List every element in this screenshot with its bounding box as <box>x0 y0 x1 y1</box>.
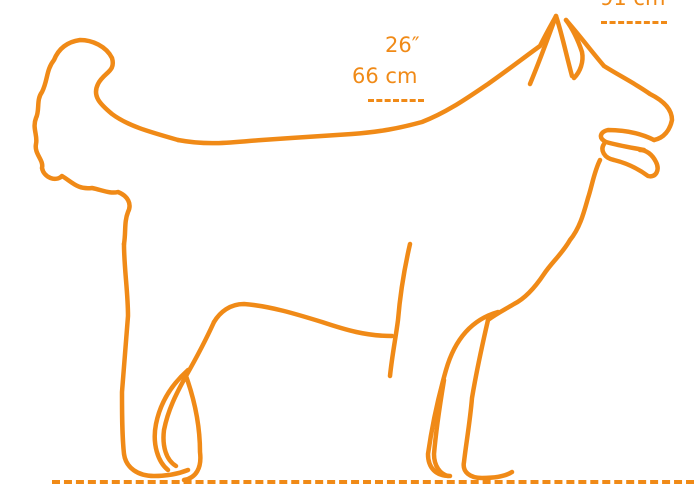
dog-mouth <box>598 127 657 153</box>
back-height-cm-label: 66 cm <box>352 64 418 88</box>
dog-front-leg-inner <box>431 377 451 479</box>
dog-rear-leg-outer <box>119 241 191 479</box>
dog-shoulder-line <box>387 241 413 379</box>
dog-tongue <box>600 141 660 179</box>
ground-line <box>52 480 694 484</box>
dog-tail <box>32 37 181 247</box>
dog-ear-left <box>527 13 575 87</box>
dog-front-leg-near <box>461 317 515 481</box>
back-height-inches-label: 26″ <box>385 33 420 57</box>
dog-back-line <box>175 13 559 146</box>
head-height-marker <box>601 21 667 24</box>
dog-rear-leg-inner <box>161 319 217 469</box>
dog-rear-leg-far <box>152 367 203 483</box>
head-height-cm-label: 91 cm <box>600 0 665 9</box>
dog-front-leg-far <box>425 309 501 479</box>
dog-head <box>563 17 675 143</box>
dog-belly <box>211 301 395 339</box>
back-height-marker <box>368 99 424 102</box>
dog-chest <box>485 157 603 323</box>
